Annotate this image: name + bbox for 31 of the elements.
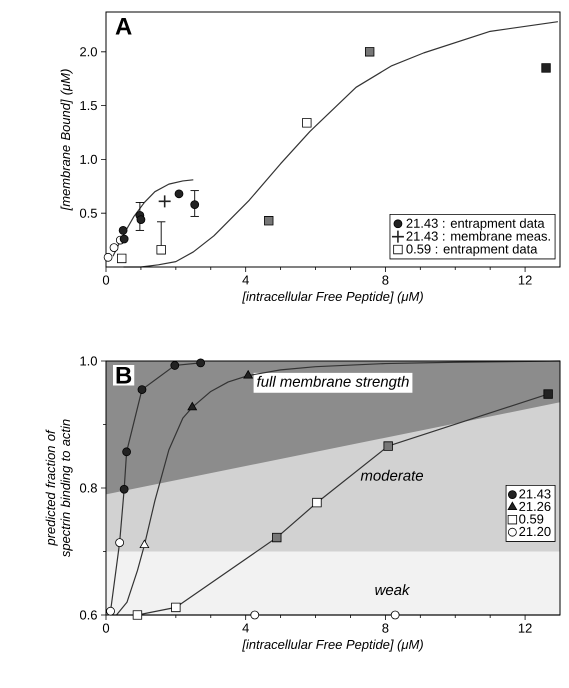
x-tick-label: 4 bbox=[242, 276, 249, 284]
y-axis-title: [membrane Bound] (μM) bbox=[60, 69, 73, 211]
series-label: full membrane strength bbox=[257, 376, 409, 390]
x-tick-label: 12 bbox=[518, 276, 532, 285]
x-axis-title: [intracellular Free Peptide] (μM) bbox=[242, 292, 423, 304]
legend-label: 21.43 : membrane meas. bbox=[406, 231, 550, 241]
x-tick-label: 8 bbox=[382, 276, 388, 285]
legend-label: 0.59 : entrapment data bbox=[406, 244, 538, 256]
x-tick-label: 8 bbox=[382, 624, 388, 633]
chart-title: A bbox=[116, 18, 132, 34]
y-axis-title: predicted fraction of spectrin binding to actin bbox=[46, 420, 73, 558]
legend-label: 21.43 bbox=[519, 489, 551, 499]
band-label: weak bbox=[375, 584, 410, 596]
legend-label: 21.43 : entrapment data bbox=[406, 218, 545, 230]
y-tick-label: 0.8 bbox=[80, 483, 97, 493]
x-tick-label: 0 bbox=[102, 276, 110, 285]
x-tick-label: 4 bbox=[242, 624, 249, 632]
x-tick-label: 12 bbox=[518, 624, 532, 633]
x-axis-title: [intracellular Free Peptide] (μM) bbox=[242, 640, 423, 652]
y-tick-label: 2.0 bbox=[80, 47, 97, 56]
y-tick-label: 1.0 bbox=[80, 356, 97, 366]
x-tick-label: 0 bbox=[102, 624, 110, 633]
y-tick-label: 1.0 bbox=[80, 154, 97, 164]
y-tick-label: 0.6 bbox=[80, 610, 97, 620]
y-tick-label: 0.5 bbox=[80, 208, 97, 218]
legend-label: 21.26 bbox=[519, 502, 551, 512]
legend-label: 21.20 bbox=[519, 526, 551, 536]
band-label: moderate bbox=[360, 470, 424, 481]
chart-title: B bbox=[116, 366, 132, 384]
y-tick-label: 1.5 bbox=[80, 101, 97, 110]
legend-label: 0.59 bbox=[519, 514, 544, 524]
